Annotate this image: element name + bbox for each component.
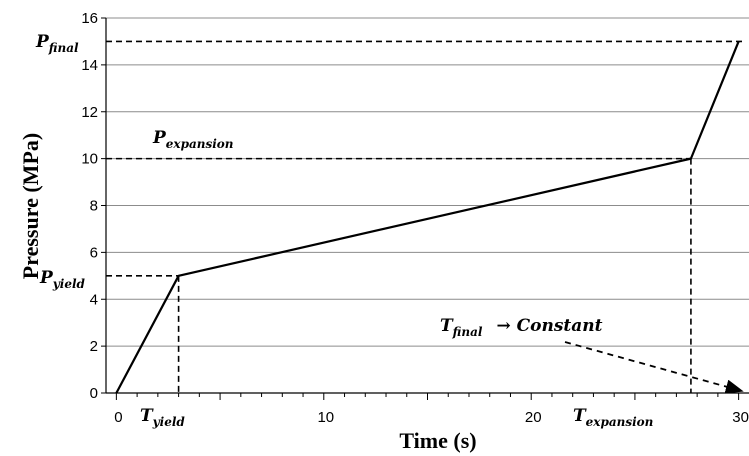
tick-labels: 0 2 4 6 8 10 12 14 16 0 10 20 30 (81, 10, 749, 426)
x-axis-title: Time (s) (399, 428, 476, 453)
x-tick-label: 0 (114, 409, 122, 426)
axes (101, 17, 749, 400)
y-tick-label: 8 (90, 198, 98, 215)
guide-dashes (106, 40, 745, 393)
y-tick-label: 2 (90, 338, 98, 355)
y-tick-label: 6 (90, 244, 98, 261)
x-tick-label: 10 (317, 409, 334, 426)
grid-lines (106, 17, 749, 347)
t-expansion-label: Texpansion (573, 406, 653, 429)
p-expansion-label: Pexpansion (152, 128, 234, 151)
p-yield-label: Pyield (39, 268, 86, 291)
t-final-arrow (564, 341, 744, 394)
y-tick-label: 10 (81, 151, 98, 168)
pressure-series-line (115, 41, 740, 394)
y-tick-label: 14 (81, 57, 98, 74)
series-group (115, 41, 740, 394)
y-tick-label: 0 (90, 385, 98, 402)
t-yield-label: Tyield (140, 406, 185, 429)
x-tick-label: 30 (732, 409, 749, 426)
y-tick-label: 16 (81, 10, 98, 27)
y-axis-title: Pressure (MPa) (18, 133, 43, 279)
y-tick-label: 4 (90, 291, 98, 308)
y-tick-label: 12 (81, 104, 98, 121)
p-final-label: Pfinal (35, 32, 79, 55)
t-final-label: Tfinal → Constant (440, 316, 603, 339)
x-tick-label: 20 (525, 409, 542, 426)
